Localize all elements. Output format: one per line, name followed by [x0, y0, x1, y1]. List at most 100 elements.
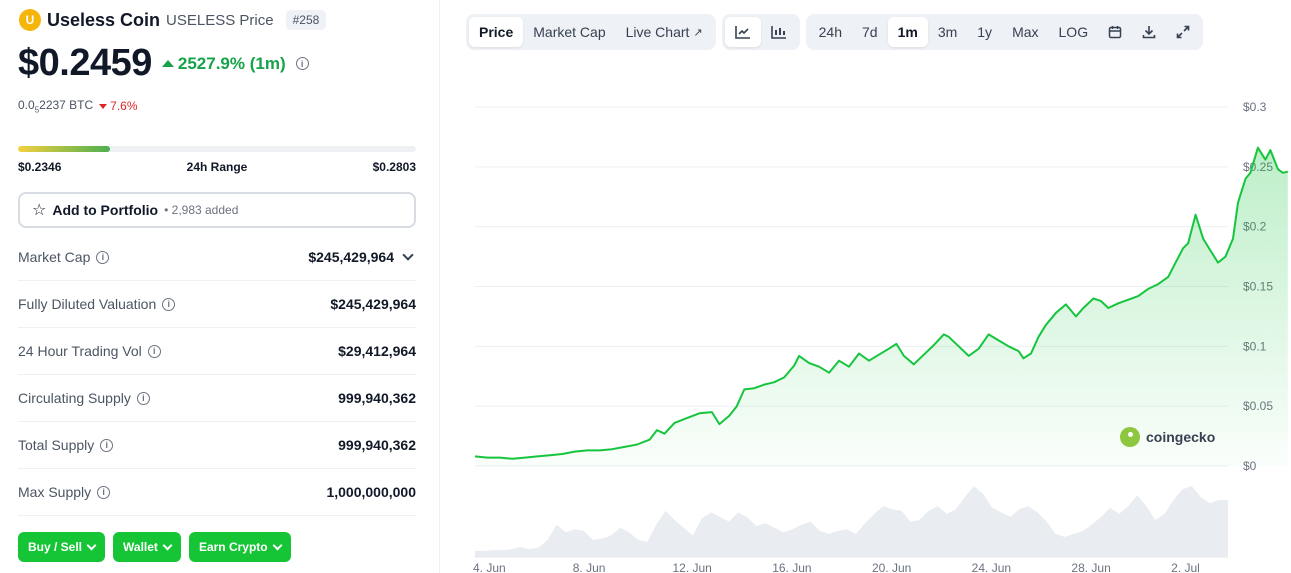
price-area-fill: [475, 147, 1288, 466]
24h-range-fill: [18, 146, 110, 152]
price-line: [474, 146, 1289, 460]
chart-toolbar: Price Market Cap Live Chart ↗ 24h 7d 1m 3m 1y Ma…: [466, 14, 1204, 50]
action-buttons: Buy / Sell Wallet Earn Crypto: [18, 532, 291, 562]
range-max[interactable]: Max: [1012, 24, 1039, 40]
stat-value: $29,412,964: [338, 343, 416, 359]
range-1m[interactable]: 1m: [887, 17, 928, 47]
range-low: $0.2346: [18, 160, 62, 174]
chevron-down-icon: [86, 540, 97, 550]
stats-table: Market Cap i $245,429,964 Fully Diluted Val…: [18, 234, 416, 516]
info-icon[interactable]: i: [96, 250, 110, 264]
range-1y[interactable]: 1y: [977, 24, 993, 40]
line-chart-button[interactable]: [724, 17, 761, 47]
info-icon[interactable]: i: [147, 344, 161, 358]
candlestick-icon: [770, 26, 786, 39]
x-tick-label: 2. Jul: [1171, 561, 1200, 573]
up-arrow-icon: [161, 60, 174, 67]
info-icon[interactable]: i: [136, 391, 150, 405]
info-icon[interactable]: i: [100, 438, 114, 452]
x-tick-label: 20. Jun: [872, 561, 911, 573]
x-tick-label: 24. Jun: [972, 561, 1011, 573]
current-price: $0.2459: [18, 42, 152, 84]
expand-icon: [1176, 25, 1190, 39]
line-chart-icon: [734, 26, 750, 39]
chevron-down-icon[interactable]: [402, 249, 414, 261]
24h-range-labels: $0.2346 24h Range $0.2803: [18, 160, 416, 174]
coin-name: Useless Coin: [47, 9, 161, 30]
range-7d[interactable]: 7d: [862, 24, 878, 40]
range-3m[interactable]: 3m: [937, 24, 958, 40]
rank-badge: #258: [285, 10, 327, 30]
stat-value: $245,429,964: [330, 296, 416, 312]
volume-area: [475, 486, 1228, 557]
earn-crypto-button[interactable]: Earn Crypto: [188, 532, 291, 562]
coin-header: U Useless Coin USELESS Price #258: [19, 8, 327, 32]
x-tick-label: 12. Jun: [672, 561, 711, 573]
expand-button[interactable]: [1166, 17, 1200, 47]
tab-price[interactable]: Price: [469, 17, 524, 47]
tab-market-cap[interactable]: Market Cap: [533, 24, 606, 40]
stat-row-total-supply: Total Supply i 999,940,362: [18, 422, 416, 469]
chevron-down-icon: [272, 540, 283, 550]
calendar-button[interactable]: [1098, 17, 1132, 47]
stat-value: 1,000,000,000: [326, 484, 416, 500]
stat-row-fully-diluted-valuation: Fully Diluted Valuation i $245,429,964: [18, 281, 416, 328]
coin-symbol-label: USELESS Price: [166, 11, 274, 29]
range-high: $0.2803: [372, 160, 416, 174]
24h-range-bar: [18, 146, 416, 152]
buy-sell-button[interactable]: Buy / Sell: [18, 532, 106, 562]
stat-label: 24 Hour Trading Vol i: [18, 343, 161, 359]
coingecko-logo-icon: [1120, 427, 1140, 447]
stat-value: $245,429,964: [308, 249, 416, 265]
add-to-portfolio-label: Add to Portfolio: [52, 202, 159, 218]
range-label: 24h Range: [186, 160, 248, 174]
candlestick-button[interactable]: [761, 17, 797, 47]
stat-label: Market Cap i: [18, 249, 110, 265]
chevron-down-icon: [162, 540, 173, 550]
price-change-value: 2527.9% (1m): [177, 53, 286, 73]
price-row: $0.2459 2527.9% (1m) i: [18, 42, 309, 85]
coin-logo: U: [19, 9, 41, 31]
stat-label: Total Supply i: [18, 437, 114, 453]
time-range-tabs: 24h 7d 1m 3m 1y Max LOG: [805, 14, 1204, 50]
coin-summary-panel: U Useless Coin USELESS Price #258 $0.245…: [0, 0, 440, 573]
calendar-icon: [1108, 26, 1122, 39]
stat-label: Fully Diluted Valuation i: [18, 296, 176, 312]
x-tick-label: 8. Jun: [573, 561, 606, 573]
info-icon[interactable]: i: [295, 57, 309, 70]
info-icon[interactable]: i: [162, 297, 176, 311]
y-tick-label: $0.3: [1243, 100, 1267, 114]
stat-value: 999,940,362: [338, 437, 416, 453]
stat-row-max-supply: Max Supply i 1,000,000,000: [18, 469, 416, 516]
chart-type-toggle: [721, 14, 800, 50]
range-24h[interactable]: 24h: [818, 24, 842, 40]
btc-price: 0.052237 BTC: [18, 98, 94, 115]
add-to-portfolio-button[interactable]: ☆ Add to Portfolio • 2,983 added: [18, 192, 416, 228]
x-tick-label: 4. Jun: [473, 561, 506, 573]
info-icon[interactable]: i: [97, 485, 111, 499]
stat-value: 999,940,362: [338, 390, 416, 406]
stat-row-24-hour-trading-vol: 24 Hour Trading Vol i $29,412,964: [18, 328, 416, 375]
x-tick-label: 28. Jun: [1071, 561, 1110, 573]
download-icon: [1142, 26, 1156, 39]
download-button[interactable]: [1132, 17, 1166, 47]
external-link-icon: ↗: [693, 26, 703, 39]
range-log[interactable]: LOG: [1058, 24, 1089, 40]
stat-row-circulating-supply: Circulating Supply i 999,940,362: [18, 375, 416, 422]
portfolio-count: • 2,983 added: [164, 203, 239, 217]
stat-label: Max Supply i: [18, 484, 111, 500]
wallet-button[interactable]: Wallet: [113, 532, 181, 562]
price-change: 2527.9% (1m): [161, 53, 286, 74]
down-arrow-icon: [99, 103, 108, 109]
watermark-text: coingecko: [1146, 429, 1216, 445]
btc-change: 7.6%: [99, 99, 138, 113]
tab-live-chart[interactable]: Live Chart ↗: [625, 24, 703, 40]
stat-label: Circulating Supply i: [18, 390, 150, 406]
coingecko-watermark: coingecko: [1120, 427, 1215, 447]
x-tick-label: 16. Jun: [772, 561, 811, 573]
chart-view-tabs: Price Market Cap Live Chart ↗: [466, 14, 716, 50]
stat-row-market-cap[interactable]: Market Cap i $245,429,964: [18, 234, 416, 281]
btc-price-row: 0.052237 BTC 7.6%: [18, 98, 138, 114]
